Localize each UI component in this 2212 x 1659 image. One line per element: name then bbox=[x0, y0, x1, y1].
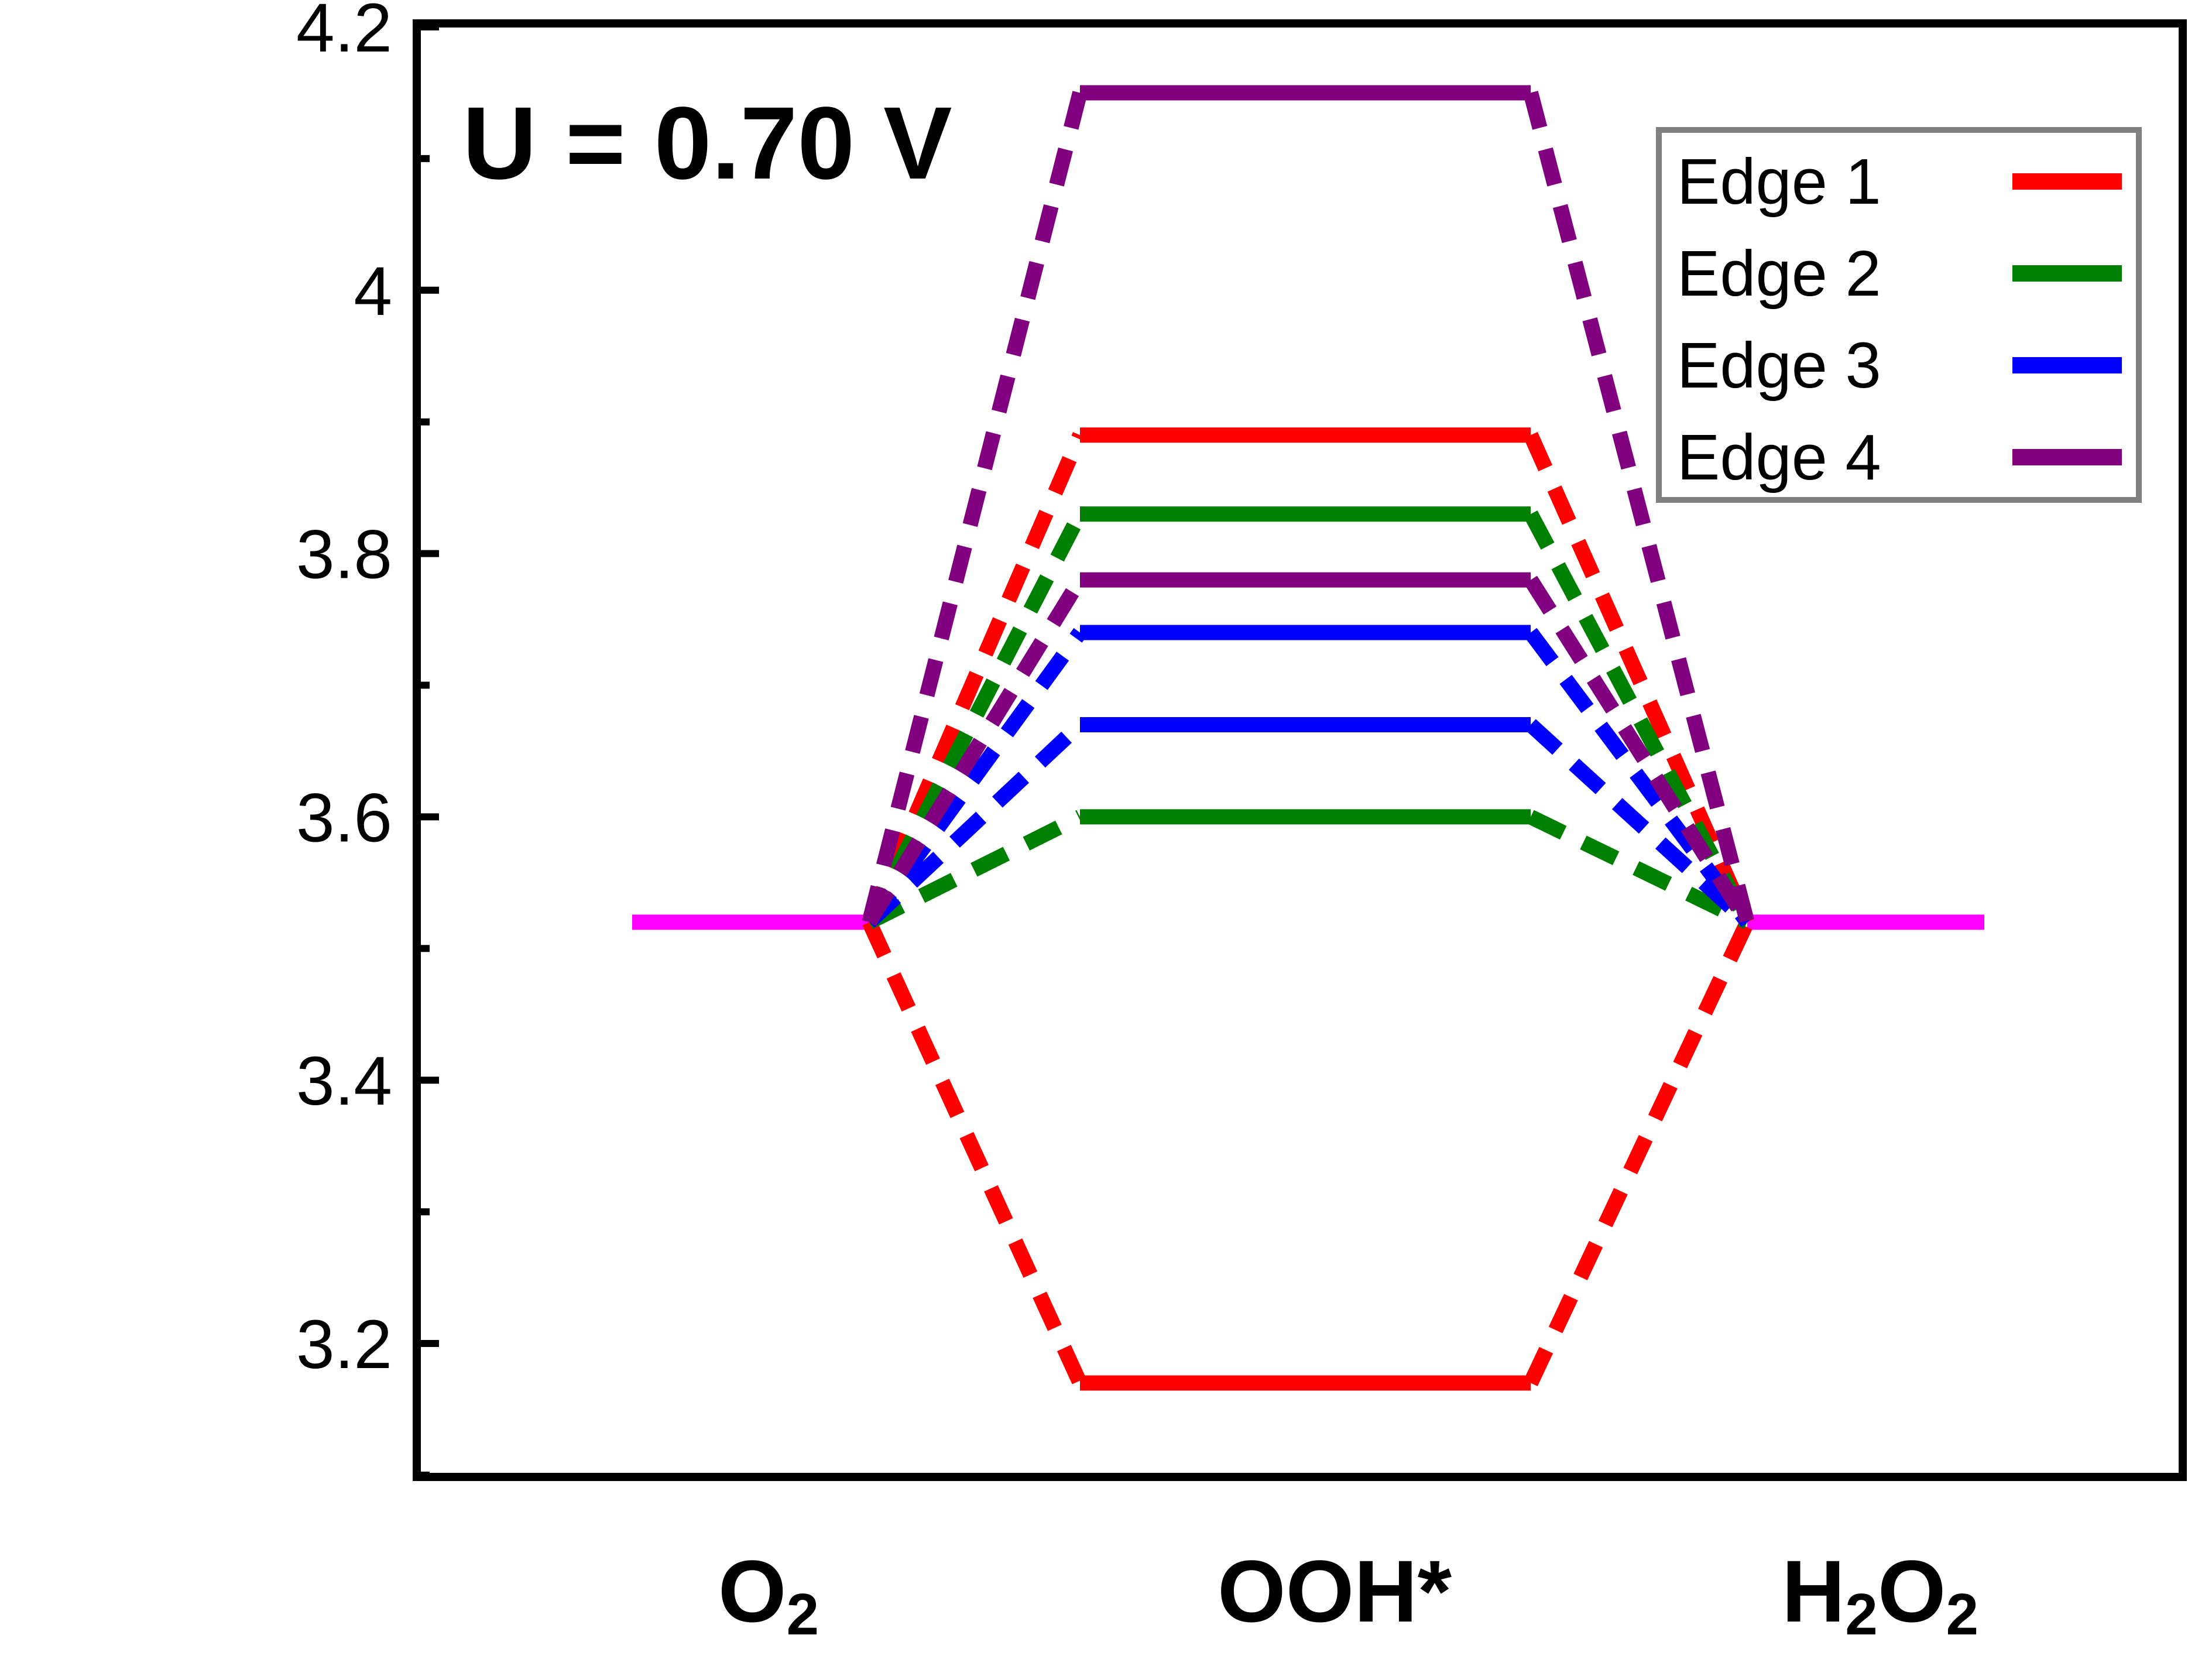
y-axis-ticks: 3.2 3.4 3.6 3.8 4 4.2 bbox=[296, 0, 439, 1479]
connector-right-2 bbox=[1527, 810, 1751, 930]
connector-right-3 bbox=[1525, 719, 1753, 928]
connector-left-1 bbox=[862, 918, 1087, 1386]
legend-label: Edge 3 bbox=[1677, 330, 1881, 402]
connector-right-3 bbox=[1524, 628, 1754, 927]
connector-left-4 bbox=[862, 575, 1087, 927]
y-tick-label: 3.8 bbox=[296, 516, 392, 594]
connector-left-4 bbox=[862, 91, 1088, 924]
series-lines bbox=[632, 85, 1984, 1391]
legend-label: Edge 2 bbox=[1677, 238, 1881, 310]
y-tick-label: 3.2 bbox=[296, 1306, 392, 1383]
legend-frame bbox=[1656, 127, 2142, 503]
y-tick-label: 3.6 bbox=[296, 779, 392, 856]
category-label-3: H2O2 bbox=[1782, 1542, 1978, 1647]
y-tick-label: 3.4 bbox=[296, 1043, 392, 1120]
y-tick-label: 4.2 bbox=[296, 0, 392, 67]
category-label-1: O2 bbox=[718, 1542, 819, 1647]
legend-label: Edge 4 bbox=[1677, 421, 1881, 493]
x-category-labels: O2 OOH* H2O2 bbox=[718, 1542, 1978, 1647]
connector-left-3 bbox=[864, 719, 1085, 928]
connector-right-2 bbox=[1524, 510, 1754, 926]
category-label-2: OOH* bbox=[1218, 1542, 1452, 1640]
legend: Edge 1 Edge 2 Edge 3 Edge 4 bbox=[1656, 127, 2142, 503]
plot-frame bbox=[413, 19, 2187, 1481]
connector-left-2 bbox=[866, 810, 1083, 929]
y-tick-label: 4 bbox=[354, 253, 392, 330]
legend-entries: Edge 1 Edge 2 Edge 3 Edge 4 bbox=[1677, 146, 2122, 493]
legend-label: Edge 1 bbox=[1677, 146, 1881, 218]
potential-annotation: U = 0.70 V bbox=[462, 86, 952, 201]
connector-right-4 bbox=[1524, 575, 1754, 927]
connector-right-4 bbox=[1523, 91, 1755, 924]
connector-right-1 bbox=[1524, 918, 1754, 1387]
